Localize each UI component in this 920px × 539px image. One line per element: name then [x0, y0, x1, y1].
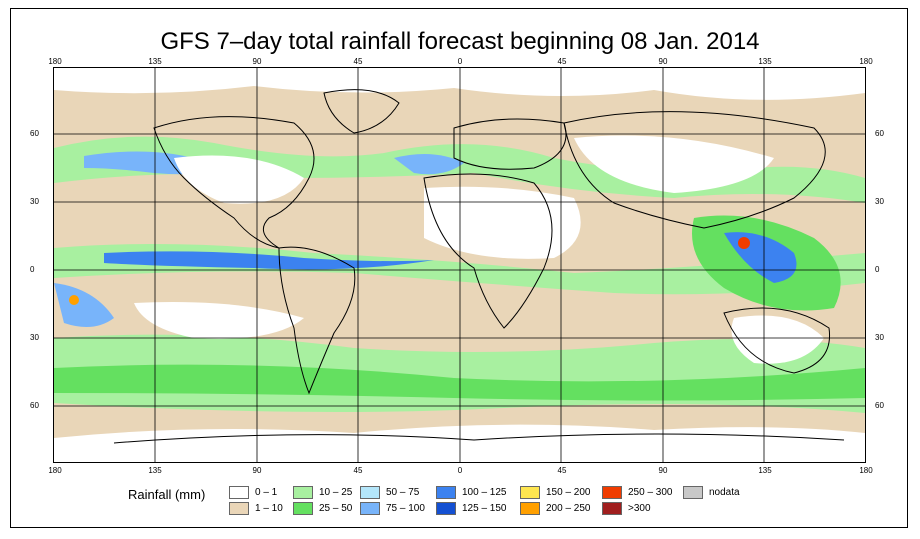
lon-tick-bottom: 90 — [252, 466, 262, 475]
legend-item: 125 – 150 — [436, 501, 507, 515]
legend-swatch — [520, 501, 540, 515]
coast-greenland — [323, 89, 400, 134]
legend-swatch — [229, 485, 249, 499]
legend-label: 0 – 1 — [255, 486, 278, 498]
legend-item: 1 – 10 — [229, 501, 283, 515]
legend-item: 100 – 125 — [436, 485, 507, 499]
legend-label: 100 – 125 — [462, 486, 507, 498]
lon-tick-bottom: 180 — [48, 466, 62, 475]
legend-item: 150 – 200 — [520, 485, 591, 499]
figure-frame — [10, 8, 908, 528]
legend-swatch — [293, 485, 313, 499]
lon-tick-top: 45 — [557, 57, 567, 66]
rainfall-map — [53, 67, 866, 463]
lon-tick-bottom: 90 — [658, 466, 668, 475]
heavy-rain-spot — [738, 237, 750, 249]
arctic-dry-region — [54, 68, 865, 100]
lon-tick-bottom: 135 — [758, 466, 772, 475]
legend-label: >300 — [628, 502, 651, 514]
legend-swatch — [602, 501, 622, 515]
legend-swatch — [360, 501, 380, 515]
legend-item: 75 – 100 — [360, 501, 425, 515]
legend-swatch — [293, 501, 313, 515]
legend-item: nodata — [683, 485, 740, 499]
map-title: GFS 7–day total rainfall forecast beginn… — [160, 28, 760, 55]
legend-label: 200 – 250 — [546, 502, 591, 514]
lat-tick-right: 30 — [875, 333, 884, 342]
lon-tick-top: 90 — [658, 57, 668, 66]
legend-label: 50 – 75 — [386, 486, 420, 498]
legend-swatch — [360, 485, 380, 499]
lon-tick-bottom: 135 — [148, 466, 162, 475]
legend-label: 1 – 10 — [255, 502, 283, 514]
legend-label: 125 – 150 — [462, 502, 507, 514]
lon-tick-top: 0 — [457, 57, 463, 66]
lat-tick-right: 30 — [875, 197, 884, 206]
lat-tick-right: 60 — [875, 129, 884, 138]
coast-australia — [723, 307, 831, 374]
legend-item: 250 – 300 — [602, 485, 673, 499]
atlantic-storm — [394, 154, 464, 175]
lon-tick-bottom: 0 — [457, 466, 463, 475]
itcz-core — [104, 251, 434, 270]
legend-label: 250 – 300 — [628, 486, 673, 498]
coast-south-america — [278, 246, 356, 395]
legend-swatch — [229, 501, 249, 515]
lon-tick-top: 135 — [148, 57, 162, 66]
legend-item: >300 — [602, 501, 651, 515]
legend-item: 200 – 250 — [520, 501, 591, 515]
lat-tick-left: 0 — [30, 265, 35, 274]
lat-tick-left: 60 — [30, 129, 39, 138]
legend-item: 10 – 25 — [293, 485, 352, 499]
legend-swatch — [602, 485, 622, 499]
legend-label: 75 – 100 — [386, 502, 425, 514]
legend-label: 10 – 25 — [319, 486, 353, 498]
antarctic-dry-region — [54, 424, 865, 462]
lat-tick-right: 0 — [875, 265, 880, 274]
lon-tick-top: 45 — [353, 57, 363, 66]
legend-title: Rainfall (mm) — [128, 487, 206, 502]
spcz-rain — [54, 283, 114, 327]
lon-tick-bottom: 45 — [353, 466, 363, 475]
legend-label: 150 – 200 — [546, 486, 591, 498]
lon-tick-top: 180 — [859, 57, 873, 66]
legend-swatch — [436, 485, 456, 499]
legend-label: 25 – 50 — [319, 502, 353, 514]
lat-tick-left: 30 — [30, 333, 39, 342]
lon-tick-top: 135 — [758, 57, 772, 66]
coast-africa — [423, 173, 553, 329]
legend-item: 25 – 50 — [293, 501, 352, 515]
pacific-south-dry — [134, 302, 304, 339]
legend-item: 50 – 75 — [360, 485, 419, 499]
lon-tick-top: 180 — [48, 57, 62, 66]
legend-swatch — [520, 485, 540, 499]
lat-tick-right: 60 — [875, 401, 884, 410]
south-pacific-heavy-spot — [69, 295, 79, 305]
legend-swatch — [683, 485, 703, 499]
lat-tick-left: 60 — [30, 401, 39, 410]
legend-swatch — [436, 501, 456, 515]
sahara-dry — [424, 186, 581, 259]
lon-tick-bottom: 180 — [859, 466, 873, 475]
lon-tick-bottom: 45 — [557, 466, 567, 475]
north-america-dry — [174, 155, 304, 204]
legend-label: nodata — [709, 486, 740, 498]
legend-item: 0 – 1 — [229, 485, 277, 499]
graticule — [54, 68, 865, 462]
australia-dry — [731, 315, 824, 364]
coast-asia — [563, 111, 826, 229]
coast-antarctica — [113, 433, 845, 444]
coast-north-america — [153, 116, 315, 249]
lon-tick-top: 90 — [252, 57, 262, 66]
lat-tick-left: 30 — [30, 197, 39, 206]
asia-dry — [574, 135, 774, 193]
